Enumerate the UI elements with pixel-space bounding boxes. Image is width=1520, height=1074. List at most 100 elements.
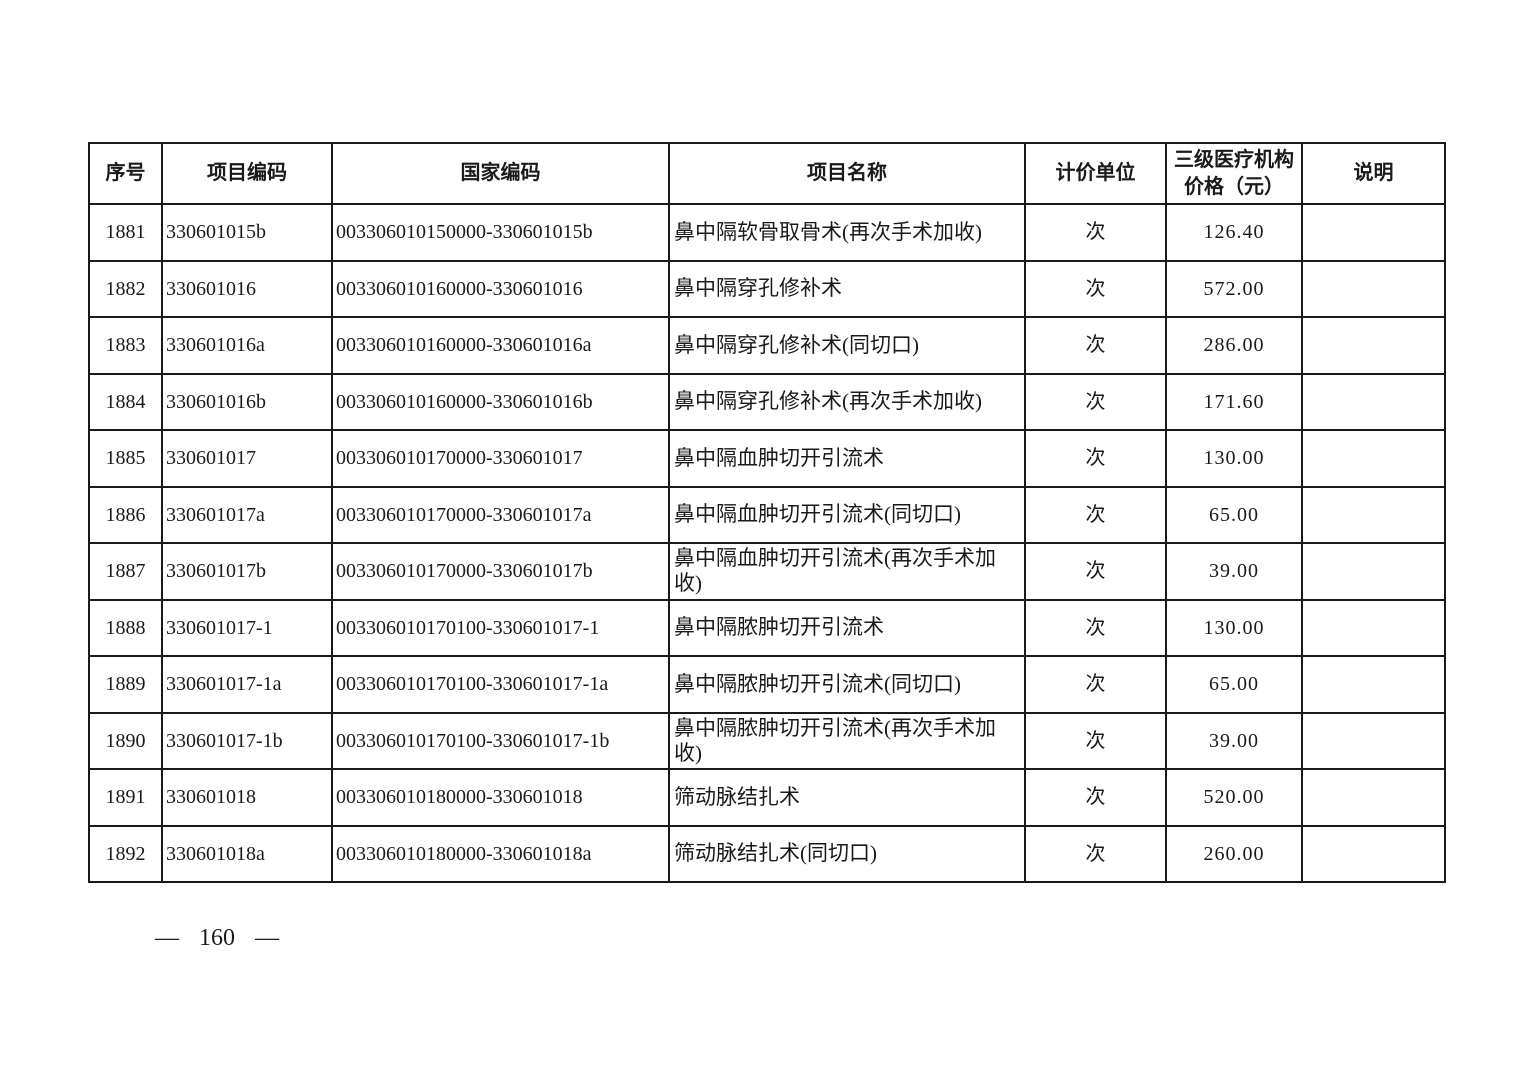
- cell-national-code: 003306010170000-330601017b: [331, 542, 670, 601]
- cell-seq: 1890: [88, 711, 163, 770]
- cell-note: [1301, 259, 1446, 318]
- cell-code: 330601016b: [161, 372, 333, 431]
- table-header: 序号 项目编码 国家编码 项目名称 计价单位 三级医疗机构 价格（元） 说明: [88, 142, 1446, 205]
- cell-note: [1301, 598, 1446, 657]
- page-number: — 160 —: [155, 925, 279, 951]
- cell-price: 286.00: [1165, 316, 1303, 375]
- column-header-price: 三级医疗机构 价格（元）: [1165, 142, 1303, 205]
- cell-name: 筛动脉结扎术(同切口): [668, 824, 1026, 883]
- cell-price: 39.00: [1165, 542, 1303, 601]
- cell-price: 39.00: [1165, 711, 1303, 770]
- column-header-national-code: 国家编码: [331, 142, 670, 205]
- column-header-code: 项目编码: [161, 142, 333, 205]
- cell-seq: 1891: [88, 768, 163, 827]
- table-body: 1881 330601015b 003306010150000-33060101…: [88, 203, 1446, 883]
- cell-national-code: 003306010170000-330601017: [331, 429, 670, 488]
- column-header-name: 项目名称: [668, 142, 1026, 205]
- column-header-unit: 计价单位: [1024, 142, 1167, 205]
- cell-code: 330601017-1: [161, 598, 333, 657]
- cell-code: 330601017b: [161, 542, 333, 601]
- cell-national-code: 003306010180000-330601018a: [331, 824, 670, 883]
- cell-seq: 1892: [88, 824, 163, 883]
- cell-national-code: 003306010170100-330601017-1a: [331, 655, 670, 714]
- cell-seq: 1884: [88, 372, 163, 431]
- cell-note: [1301, 485, 1446, 544]
- cell-seq: 1882: [88, 259, 163, 318]
- table-row: 1884 330601016b 003306010160000-33060101…: [88, 372, 1446, 431]
- table-row: 1883 330601016a 003306010160000-33060101…: [88, 316, 1446, 375]
- cell-name: 鼻中隔穿孔修补术(再次手术加收): [668, 372, 1026, 431]
- cell-code: 330601017-1a: [161, 655, 333, 714]
- cell-seq: 1889: [88, 655, 163, 714]
- cell-note: [1301, 824, 1446, 883]
- cell-national-code: 003306010150000-330601015b: [331, 203, 670, 262]
- cell-note: [1301, 372, 1446, 431]
- cell-price: 520.00: [1165, 768, 1303, 827]
- cell-note: [1301, 711, 1446, 770]
- cell-code: 330601018a: [161, 824, 333, 883]
- table-row: 1891 330601018 003306010180000-330601018…: [88, 768, 1446, 827]
- cell-price: 130.00: [1165, 598, 1303, 657]
- column-header-seq: 序号: [88, 142, 163, 205]
- cell-name: 鼻中隔软骨取骨术(再次手术加收): [668, 203, 1026, 262]
- cell-name: 筛动脉结扎术: [668, 768, 1026, 827]
- cell-seq: 1885: [88, 429, 163, 488]
- cell-seq: 1888: [88, 598, 163, 657]
- cell-code: 330601015b: [161, 203, 333, 262]
- cell-national-code: 003306010160000-330601016b: [331, 372, 670, 431]
- cell-price: 65.00: [1165, 655, 1303, 714]
- table-row: 1889 330601017-1a 003306010170100-330601…: [88, 655, 1446, 714]
- cell-unit: 次: [1024, 372, 1167, 431]
- cell-unit: 次: [1024, 655, 1167, 714]
- cell-code: 330601016: [161, 259, 333, 318]
- cell-name: 鼻中隔血肿切开引流术(同切口): [668, 485, 1026, 544]
- table-row: 1886 330601017a 003306010170000-33060101…: [88, 485, 1446, 544]
- cell-price: 171.60: [1165, 372, 1303, 431]
- table-row: 1887 330601017b 003306010170000-33060101…: [88, 542, 1446, 601]
- cell-unit: 次: [1024, 485, 1167, 544]
- cell-note: [1301, 542, 1446, 601]
- table-row: 1885 330601017 003306010170000-330601017…: [88, 429, 1446, 488]
- cell-unit: 次: [1024, 203, 1167, 262]
- table-row: 1890 330601017-1b 003306010170100-330601…: [88, 711, 1446, 770]
- cell-seq: 1886: [88, 485, 163, 544]
- cell-national-code: 003306010170100-330601017-1b: [331, 711, 670, 770]
- cell-code: 330601018: [161, 768, 333, 827]
- cell-name: 鼻中隔脓肿切开引流术: [668, 598, 1026, 657]
- table-row: 1888 330601017-1 003306010170100-3306010…: [88, 598, 1446, 657]
- table-row: 1882 330601016 003306010160000-330601016…: [88, 259, 1446, 318]
- cell-national-code: 003306010180000-330601018: [331, 768, 670, 827]
- cell-price: 65.00: [1165, 485, 1303, 544]
- cell-price: 126.40: [1165, 203, 1303, 262]
- cell-unit: 次: [1024, 429, 1167, 488]
- column-header-note: 说明: [1301, 142, 1446, 205]
- price-table: 序号 项目编码 国家编码 项目名称 计价单位 三级医疗机构 价格（元） 说明 1…: [88, 142, 1446, 883]
- cell-name: 鼻中隔脓肿切开引流术(同切口): [668, 655, 1026, 714]
- cell-unit: 次: [1024, 259, 1167, 318]
- cell-name: 鼻中隔血肿切开引流术(再次手术加收): [668, 542, 1026, 601]
- cell-national-code: 003306010170000-330601017a: [331, 485, 670, 544]
- cell-national-code: 003306010160000-330601016: [331, 259, 670, 318]
- cell-note: [1301, 655, 1446, 714]
- table-row: 1892 330601018a 003306010180000-33060101…: [88, 824, 1446, 883]
- cell-unit: 次: [1024, 824, 1167, 883]
- cell-name: 鼻中隔血肿切开引流术: [668, 429, 1026, 488]
- cell-code: 330601016a: [161, 316, 333, 375]
- cell-unit: 次: [1024, 711, 1167, 770]
- header-row: 序号 项目编码 国家编码 项目名称 计价单位 三级医疗机构 价格（元） 说明: [88, 142, 1446, 205]
- cell-national-code: 003306010170100-330601017-1: [331, 598, 670, 657]
- table-row: 1881 330601015b 003306010150000-33060101…: [88, 203, 1446, 262]
- cell-code: 330601017a: [161, 485, 333, 544]
- cell-note: [1301, 203, 1446, 262]
- cell-national-code: 003306010160000-330601016a: [331, 316, 670, 375]
- cell-price: 572.00: [1165, 259, 1303, 318]
- cell-code: 330601017: [161, 429, 333, 488]
- cell-seq: 1887: [88, 542, 163, 601]
- cell-price: 260.00: [1165, 824, 1303, 883]
- cell-unit: 次: [1024, 316, 1167, 375]
- cell-name: 鼻中隔穿孔修补术(同切口): [668, 316, 1026, 375]
- cell-note: [1301, 429, 1446, 488]
- cell-note: [1301, 316, 1446, 375]
- cell-name: 鼻中隔穿孔修补术: [668, 259, 1026, 318]
